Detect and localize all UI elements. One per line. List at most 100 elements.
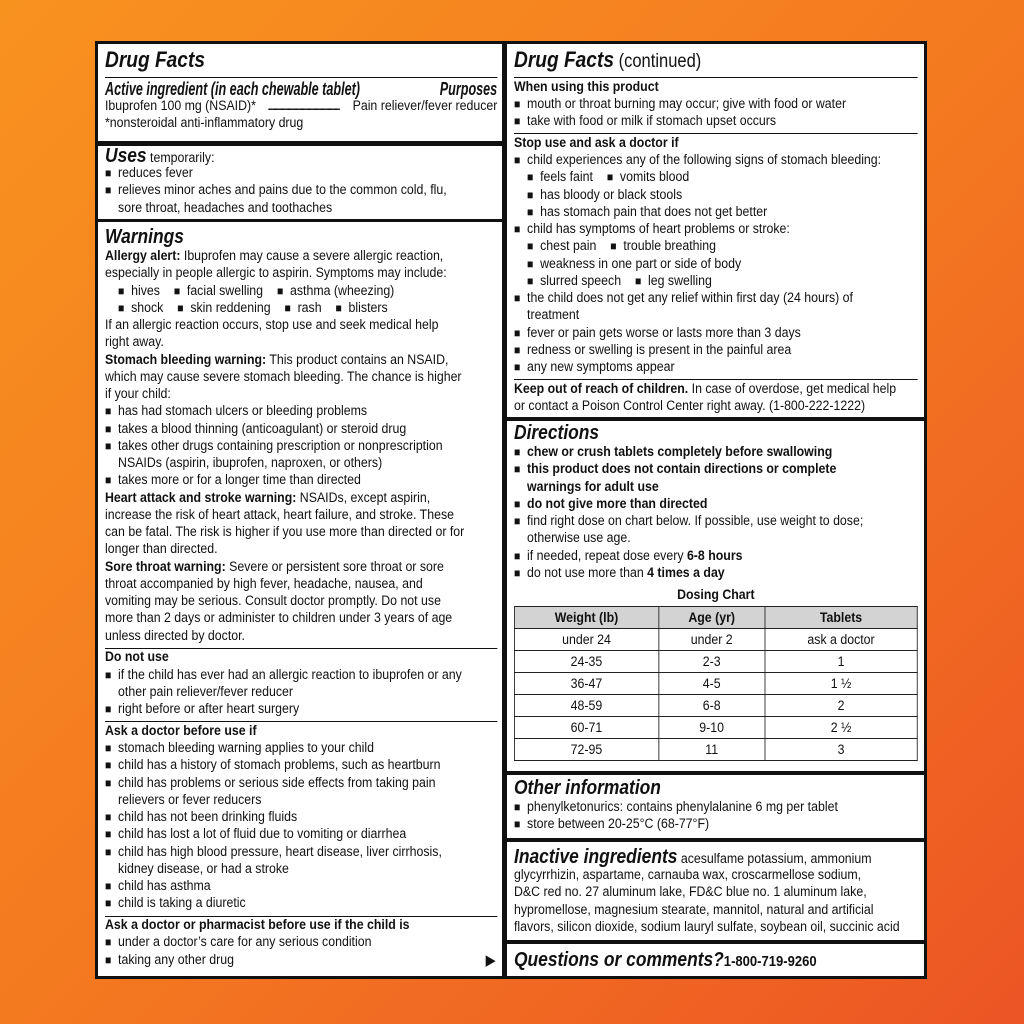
list-item: ■ reduces fever	[105, 165, 497, 182]
list-item: treatment	[514, 307, 918, 324]
table-cell: 2	[764, 694, 918, 718]
active-ingredient-heading: Active ingredient (in each chewable tabl…	[105, 78, 360, 99]
table-cell: 1 ½	[764, 672, 918, 696]
list-item: otherwise use age.	[514, 530, 918, 547]
table-row: under 24 under 2 ask a doctor	[514, 628, 918, 652]
table-cell: 2-3	[658, 650, 766, 674]
inline-item: ■ hives	[118, 283, 160, 300]
text: takes other drugs containing prescriptio…	[118, 437, 443, 454]
list-item: glycyrrhizin, aspartame, carnauba wax, c…	[514, 867, 918, 884]
list-item: ■ child has asthma	[105, 878, 497, 895]
list-item: ■ redness or swelling is present in the p…	[514, 342, 918, 359]
list-item: D&C red no. 27 aluminum lake, FD&C blue …	[514, 884, 918, 901]
bold-text: Sore throat warning:	[105, 558, 226, 575]
warnings-heading: Warnings	[105, 226, 184, 248]
text: child has a history of stomach problems,…	[118, 757, 441, 774]
list-item: Sore throat warning: Severe or persisten…	[105, 559, 497, 576]
text: D&C red no. 27 aluminum lake, FD&C blue …	[514, 884, 867, 901]
list-item: ■ fever or pain gets worse or lasts more …	[514, 325, 918, 342]
text: takes a blood thinning (anticoagulant) o…	[118, 420, 407, 437]
divider	[105, 77, 498, 78]
list-item: flavors, silicon dioxide, sodium lauryl …	[514, 919, 918, 936]
table-cell: 11	[658, 738, 766, 762]
bullet-square-icon: ■	[527, 187, 534, 202]
bullet-square-icon: ■	[514, 800, 521, 814]
text: If an allergic reaction occurs, stop use…	[105, 317, 439, 333]
inline-item-text: has stomach pain that does not get bette…	[540, 203, 768, 220]
inline-item-text: weakness in one part or side of body	[540, 255, 742, 272]
bullet-square-icon: ■	[514, 96, 521, 111]
list-item: ■ child has problems or serious side effe…	[105, 775, 497, 792]
uses-list: ■ reduces fever ■ relieves minor aches and …	[105, 165, 497, 217]
text: do not use more than	[527, 564, 648, 581]
inline-item: ■ slurred speech	[527, 273, 621, 290]
table-cell: 6-8	[658, 694, 766, 718]
text: This product contains an NSAID,	[266, 351, 449, 368]
bold-text: 6-8 hours	[686, 547, 743, 564]
inline-item-text: vomits blood	[619, 169, 690, 186]
bullet-square-icon: ■	[276, 283, 284, 298]
column-header: Weight (lb)	[514, 606, 659, 630]
text: NSAIDs (aspirin, ibuprofen, naproxen, or…	[118, 455, 383, 471]
subheading: Ask a doctor or pharmacist before use if…	[105, 917, 497, 934]
other-information-list: ■ phenylketonurics: contains phenylalanin…	[514, 799, 918, 834]
inline-item-text: shock	[131, 299, 164, 316]
list-item: which may cause severe stomach bleeding.…	[105, 369, 497, 386]
inline-item: ■ facial swelling	[174, 283, 263, 300]
list-item: ■ child has lost a lot of fluid due to vo…	[105, 826, 497, 843]
text: relievers or fever reducers	[118, 791, 262, 808]
text: hypromellose, magnesium stearate, mannit…	[514, 901, 874, 918]
inline-item-text: trouble breathing	[623, 238, 716, 255]
list-item: if your child:	[105, 386, 497, 403]
list-item: throat accompanied by high fever, headac…	[105, 576, 497, 593]
divider	[514, 77, 918, 78]
list-item: increase the risk of heart attack, heart…	[105, 507, 497, 524]
text: child has problems or serious side effec…	[118, 774, 436, 791]
list-item: ■ child has symptoms of heart problems or…	[514, 221, 918, 238]
bullet-square-icon: ■	[514, 153, 521, 167]
bullet-square-icon: ■	[514, 496, 521, 511]
continued-title: Drug Facts	[514, 47, 614, 72]
bullet-square-icon: ■	[514, 462, 521, 477]
table-cell: ask a doctor	[764, 628, 918, 652]
bullet-square-icon: ■	[527, 273, 534, 288]
questions-title: Questions or comments?	[514, 949, 724, 971]
bullet-square-icon: ■	[105, 421, 112, 436]
list-item: ■ find right dose on chart below. If poss…	[514, 513, 918, 530]
inline-item: ■ shock	[118, 300, 163, 317]
text: which may cause severe stomach bleeding.…	[105, 368, 462, 385]
text: vomiting may be serious. Consult doctor …	[105, 593, 441, 609]
ingredient-purpose: Pain reliever/fever reducer	[352, 97, 498, 114]
bold-text: Do not use	[105, 649, 169, 666]
bold-text: Ask a doctor before use if	[105, 722, 257, 739]
questions-phone: 1-800-719-9260	[723, 953, 817, 970]
bullet-square-icon: ■	[105, 896, 112, 911]
active-ingredient-section: Drug Facts Active ingredient (in each ch…	[98, 44, 502, 141]
table-cell: 1	[764, 650, 918, 674]
text: child has asthma	[118, 878, 211, 894]
list-item: ■ chest pain ■ trouble breathing	[514, 238, 918, 255]
uses-heading: Uses temporarily:	[105, 146, 497, 167]
continued-suffix: (continued)	[613, 51, 702, 72]
text: find right dose on chart below. If possi…	[527, 513, 864, 529]
inline-item-text: has bloody or black stools	[540, 186, 683, 203]
bullet-square-icon: ■	[514, 360, 521, 374]
bullet-square-icon: ■	[610, 239, 617, 254]
list-item: unless directed by doctor.	[105, 628, 497, 645]
table-cell: 4-5	[658, 672, 766, 696]
list-item: ■ shock ■ skin reddening ■ rash ■ blisters	[105, 300, 497, 317]
bullet-square-icon: ■	[284, 300, 291, 315]
bullet-square-icon: ■	[514, 325, 521, 340]
warnings-list: Allergy alert: Ibuprofen may cause a sev…	[105, 248, 498, 969]
bold-text: this product does not contain directions…	[527, 461, 837, 478]
table-cell: 72-95	[514, 738, 659, 762]
inline-item: ■ has bloody or black stools	[527, 187, 682, 204]
bullet-square-icon: ■	[173, 283, 181, 298]
inactive-ingredients-heading: Inactive ingredients acesulfame potassiu…	[514, 847, 918, 867]
questions-section: Questions or comments?1-800-719-9260	[507, 944, 924, 976]
inline-item: ■ trouble breathing	[610, 238, 716, 255]
text: Ibuprofen may cause a severe allergic re…	[180, 248, 444, 264]
bold-text: Keep out of reach of children.	[514, 380, 689, 397]
table-cell: 48-59	[514, 694, 659, 718]
list-item: ■ has bloody or black stools	[514, 187, 918, 204]
